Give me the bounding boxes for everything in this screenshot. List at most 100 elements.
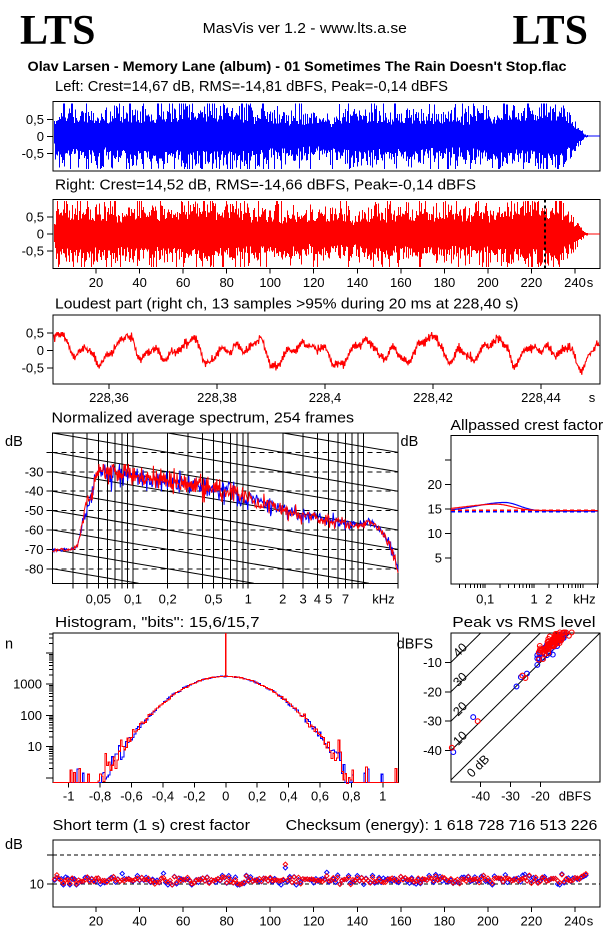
svg-text:0,05: 0,05 xyxy=(86,592,111,607)
svg-text:1: 1 xyxy=(530,592,537,607)
svg-text:s: s xyxy=(587,914,594,929)
svg-text:20: 20 xyxy=(89,914,103,929)
svg-text:dB: dB xyxy=(401,434,419,450)
svg-text:0,5: 0,5 xyxy=(26,112,44,127)
svg-text:Right: Crest=14,52 dB, RMS=-14: Right: Crest=14,52 dB, RMS=-14,66 dBFS, … xyxy=(55,178,476,194)
svg-text:0,4: 0,4 xyxy=(280,789,298,804)
svg-text:-10: -10 xyxy=(423,655,442,670)
svg-text:228,4: 228,4 xyxy=(309,390,342,405)
svg-text:-0,4: -0,4 xyxy=(152,789,174,804)
svg-text:-0,2: -0,2 xyxy=(183,789,205,804)
svg-text:-30: -30 xyxy=(501,789,520,804)
svg-text:Checksum (energy): 1 618 728: Checksum (energy): 1 618 728 716 513 226 xyxy=(286,818,598,834)
svg-text:0,1: 0,1 xyxy=(124,592,142,607)
svg-text:dB: dB xyxy=(5,434,23,450)
svg-text:LTS: LTS xyxy=(20,8,96,54)
svg-text:-0,5: -0,5 xyxy=(22,360,44,375)
svg-text:0: 0 xyxy=(222,789,229,804)
svg-text:-0,8: -0,8 xyxy=(89,789,111,804)
svg-text:228,38: 228,38 xyxy=(197,390,237,405)
svg-text:0,2: 0,2 xyxy=(159,592,177,607)
svg-text:60: 60 xyxy=(176,914,190,929)
svg-text:-40: -40 xyxy=(423,743,442,758)
svg-text:140: 140 xyxy=(346,914,368,929)
svg-text:Allpassed crest factor: Allpassed crest factor xyxy=(450,418,603,434)
svg-text:1: 1 xyxy=(245,592,252,607)
svg-text:100: 100 xyxy=(259,275,281,290)
svg-text:228,36: 228,36 xyxy=(89,390,129,405)
svg-text:-20: -20 xyxy=(423,684,442,699)
svg-text:Left: Crest=14,67 dB, RMS=-14,: Left: Crest=14,67 dB, RMS=-14,81 dBFS, P… xyxy=(55,79,448,95)
svg-text:5: 5 xyxy=(435,551,442,566)
svg-text:dBFS: dBFS xyxy=(559,789,592,804)
svg-text:0,5: 0,5 xyxy=(204,592,222,607)
svg-text:kHz: kHz xyxy=(573,592,595,607)
svg-text:40: 40 xyxy=(132,914,146,929)
svg-text:-30: -30 xyxy=(25,464,44,479)
svg-text:20: 20 xyxy=(428,477,442,492)
svg-text:s: s xyxy=(589,390,596,405)
svg-text:n: n xyxy=(5,637,13,653)
svg-text:-40: -40 xyxy=(25,484,44,499)
svg-text:20: 20 xyxy=(89,275,103,290)
svg-text:220: 220 xyxy=(521,914,543,929)
svg-text:-80: -80 xyxy=(25,561,44,576)
svg-text:2: 2 xyxy=(279,592,286,607)
svg-text:0: 0 xyxy=(37,129,44,144)
svg-text:220: 220 xyxy=(521,275,543,290)
svg-text:160: 160 xyxy=(390,275,412,290)
svg-text:MasVis ver 1.2 - www.lts.a.se: MasVis ver 1.2 - www.lts.a.se xyxy=(203,20,407,37)
svg-text:5: 5 xyxy=(325,592,332,607)
svg-text:s: s xyxy=(587,275,594,290)
svg-text:-0,6: -0,6 xyxy=(120,789,142,804)
svg-text:4: 4 xyxy=(314,592,321,607)
svg-text:60: 60 xyxy=(176,275,190,290)
svg-text:Loudest part (right ch, 13 sam: Loudest part (right ch, 13 samples >95% … xyxy=(55,297,519,313)
svg-text:LTS: LTS xyxy=(512,8,588,54)
svg-text:1000: 1000 xyxy=(13,677,42,692)
svg-text:Olav Larsen - Memory Lane (alb: Olav Larsen - Memory Lane (album) - 01 S… xyxy=(28,58,567,74)
svg-text:2: 2 xyxy=(545,592,552,607)
svg-text:0,8: 0,8 xyxy=(342,789,360,804)
svg-text:-1: -1 xyxy=(63,789,75,804)
svg-text:180: 180 xyxy=(434,275,456,290)
svg-text:240: 240 xyxy=(564,914,586,929)
svg-text:0,2: 0,2 xyxy=(248,789,266,804)
svg-text:15: 15 xyxy=(428,502,442,517)
svg-text:120: 120 xyxy=(303,275,325,290)
svg-text:kHz: kHz xyxy=(372,592,394,607)
svg-text:0,5: 0,5 xyxy=(26,210,44,225)
svg-text:200: 200 xyxy=(477,914,499,929)
svg-text:-0,5: -0,5 xyxy=(22,146,44,161)
svg-text:0,6: 0,6 xyxy=(311,789,329,804)
svg-text:-40: -40 xyxy=(471,789,490,804)
svg-text:40: 40 xyxy=(132,275,146,290)
svg-text:228,44: 228,44 xyxy=(521,390,561,405)
svg-text:-50: -50 xyxy=(25,503,44,518)
svg-text:10: 10 xyxy=(28,739,42,754)
svg-text:-20: -20 xyxy=(531,789,550,804)
svg-text:0,1: 0,1 xyxy=(476,592,494,607)
svg-text:-60: -60 xyxy=(25,523,44,538)
svg-text:-30: -30 xyxy=(423,714,442,729)
svg-text:Histogram, "bits": 15,6/15,7: Histogram, "bits": 15,6/15,7 xyxy=(55,615,260,631)
svg-text:Normalized average spectrum, 2: Normalized average spectrum, 254 frames xyxy=(52,411,355,427)
svg-text:120: 120 xyxy=(303,914,325,929)
svg-text:0: 0 xyxy=(37,343,44,358)
svg-text:100: 100 xyxy=(20,708,42,723)
svg-text:dBFS: dBFS xyxy=(397,637,433,653)
svg-text:0: 0 xyxy=(37,227,44,242)
svg-text:240: 240 xyxy=(564,275,586,290)
svg-text:dB: dB xyxy=(5,837,23,853)
svg-text:80: 80 xyxy=(219,275,233,290)
svg-text:-70: -70 xyxy=(25,542,44,557)
svg-text:Short term (1 s) crest factor: Short term (1 s) crest factor xyxy=(53,818,251,834)
svg-text:-0,5: -0,5 xyxy=(22,244,44,259)
svg-text:140: 140 xyxy=(346,275,368,290)
svg-text:10: 10 xyxy=(428,526,442,541)
svg-text:Peak vs RMS level: Peak vs RMS level xyxy=(452,615,595,631)
svg-text:1: 1 xyxy=(379,789,386,804)
svg-text:200: 200 xyxy=(477,275,499,290)
svg-text:10: 10 xyxy=(30,877,44,892)
svg-text:0,5: 0,5 xyxy=(26,325,44,340)
